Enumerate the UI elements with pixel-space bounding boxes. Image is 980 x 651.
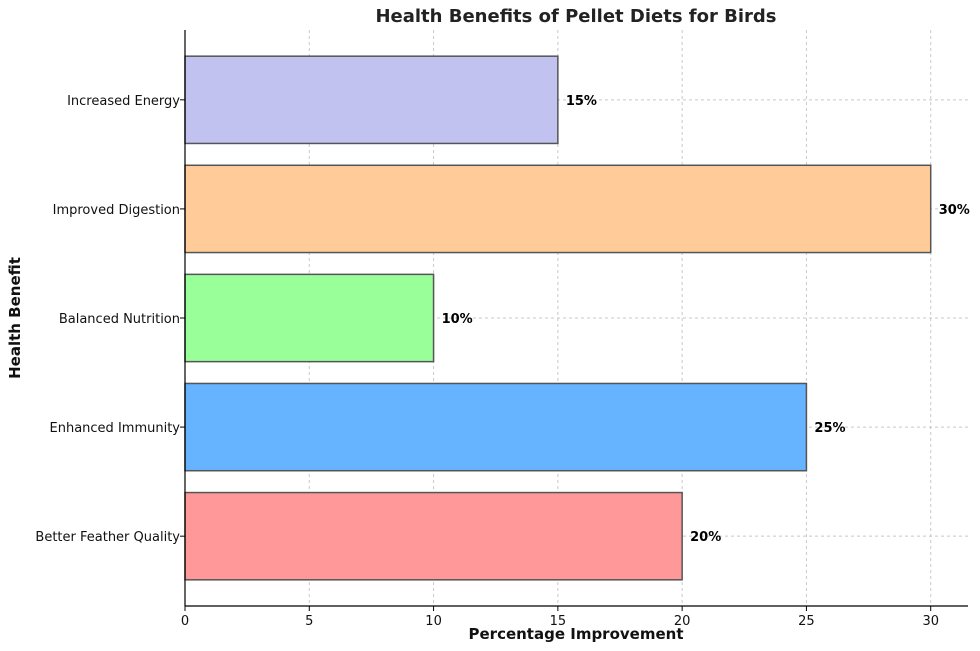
ticks: 0 5 10 15 20 25 30 Better Feather Quality Enhanc… <box>35 94 939 629</box>
x-tick-label: 20 <box>674 614 691 629</box>
y-tick-label: Enhanced Immunity <box>50 421 181 436</box>
bar-value-label: 10% <box>442 312 473 327</box>
bar-value-label: 25% <box>814 421 845 436</box>
x-tick-label: 15 <box>550 614 567 629</box>
y-tick-label: Better Feather Quality <box>35 530 180 545</box>
bar <box>184 382 808 472</box>
x-tick-label: 25 <box>798 614 815 629</box>
x-tick-label: 30 <box>922 614 939 629</box>
x-axis-title: Percentage Improvement <box>469 625 684 643</box>
x-tick-label: 0 <box>181 614 189 629</box>
bar-value-label: 30% <box>939 203 970 218</box>
x-tick-label: 10 <box>425 614 442 629</box>
y-tick-label: Balanced Nutrition <box>59 312 180 327</box>
bar <box>184 164 932 254</box>
bars <box>184 55 932 581</box>
bar <box>184 491 683 581</box>
data-labels: 20% 25% 10% 30% 15% <box>442 94 970 545</box>
bar-value-label: 20% <box>690 530 721 545</box>
bar <box>184 55 559 145</box>
bar <box>184 273 435 363</box>
chart-title: Health Benefits of Pellet Diets for Bird… <box>375 6 776 27</box>
y-tick-label: Improved Digestion <box>53 203 180 218</box>
bar-value-label: 15% <box>566 94 597 109</box>
y-tick-label: Increased Energy <box>67 94 180 109</box>
x-tick-label: 5 <box>305 614 313 629</box>
y-axis-title: Health Benefit <box>6 257 24 379</box>
